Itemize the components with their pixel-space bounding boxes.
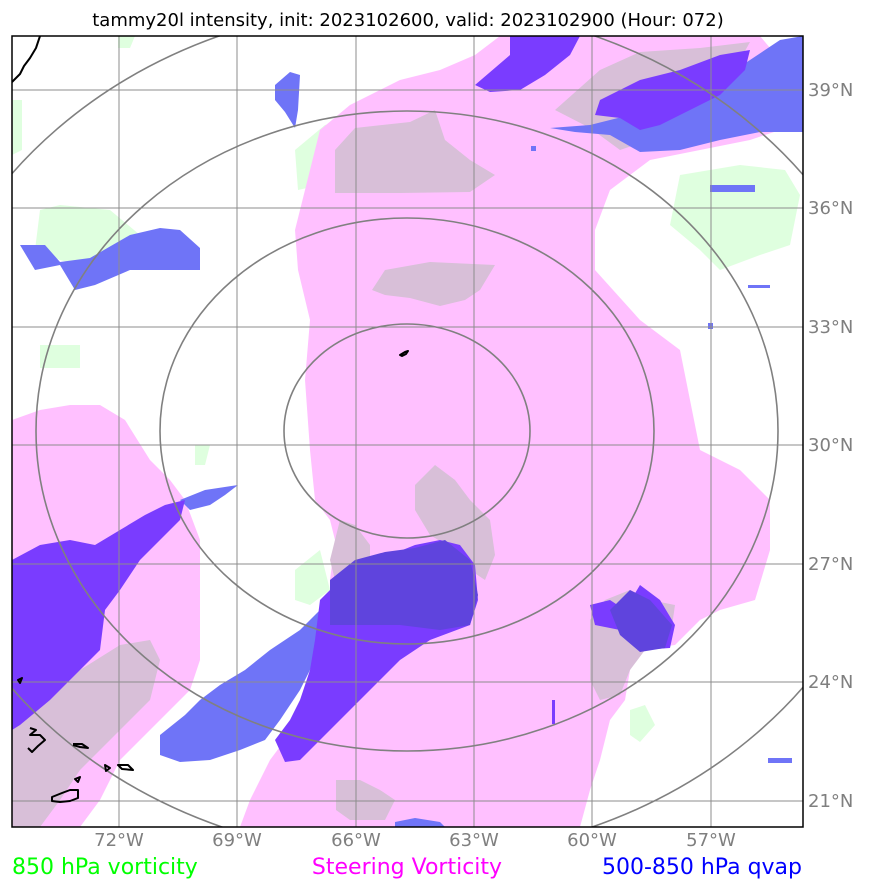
range-rings: [12, 36, 803, 827]
island-west: [27, 727, 46, 753]
vort850-patch: [630, 705, 655, 742]
qvap-patch: [610, 590, 672, 652]
lon-tick-labels: 72°W 69°W 66°W 63°W 60°W 57°W: [94, 830, 736, 851]
lat-tick-labels: 39°N 36°N 33°N 30°N 27°N 24°N 21°N: [808, 80, 853, 812]
qvap-patch: [768, 758, 792, 763]
overlap-patch: [336, 780, 395, 820]
lat-tick-label: 21°N: [808, 791, 853, 812]
overlap-patch: [335, 110, 495, 193]
coastline-northwest: [12, 36, 41, 83]
lon-tick-label: 60°W: [567, 830, 617, 851]
coastlines: [12, 36, 409, 803]
vort850-patch: [670, 165, 800, 270]
island-west: [72, 743, 89, 749]
map-frame: [11, 35, 804, 828]
legend-850-vorticity: 850 hPa vorticity: [12, 855, 198, 880]
range-ring-outer: [35, 110, 779, 752]
island-west: [51, 789, 79, 803]
legend-steering-vorticity: Steering Vorticity: [312, 855, 502, 880]
qvap-patch: [710, 185, 755, 192]
lat-tick-label: 33°N: [808, 317, 853, 338]
qvap-patch: [180, 485, 238, 510]
qvap-patch: [330, 540, 478, 630]
qvap-patch: [275, 72, 300, 128]
qvap-patch: [395, 818, 445, 827]
lon-tick-label: 63°W: [449, 830, 499, 851]
lon-tick-label: 66°W: [331, 830, 381, 851]
map-title: tammy20l intensity, init: 2023102600, va…: [92, 10, 724, 31]
lat-tick-label: 27°N: [808, 554, 853, 575]
vort850-patch: [12, 100, 22, 155]
qvap-patch: [20, 228, 200, 290]
lon-tick-label: 72°W: [94, 830, 144, 851]
map-plot-area: [12, 36, 803, 827]
lon-tick-label: 69°W: [212, 830, 262, 851]
range-ring-middle: [159, 217, 655, 645]
vort850-patch: [118, 36, 135, 48]
qvap-patch: [550, 36, 803, 152]
island-west: [117, 764, 134, 771]
qvap-patch: [748, 285, 770, 288]
overlap-patch: [372, 262, 495, 306]
lat-lon-grid: [12, 36, 803, 827]
vort850-patch: [40, 345, 80, 368]
overlap-patch: [415, 465, 495, 580]
overlap-patch: [12, 640, 160, 827]
island-west: [74, 776, 81, 783]
qvap-field: [12, 36, 803, 827]
qvap-patch: [552, 700, 555, 724]
qvap-patch: [12, 500, 185, 730]
island-west: [17, 677, 23, 684]
lat-tick-label: 24°N: [808, 672, 853, 693]
vort850-patch: [195, 445, 210, 465]
island-west: [104, 764, 111, 772]
qvap-patch: [160, 610, 330, 762]
qvap-patch: [475, 36, 580, 92]
range-ring-inner: [283, 323, 531, 539]
lat-tick-label: 39°N: [808, 80, 853, 101]
lat-tick-label: 36°N: [808, 198, 853, 219]
lon-tick-label: 57°W: [686, 830, 736, 851]
bermuda-island: [399, 350, 409, 357]
legend: 850 hPa vorticity Steering Vorticity 500…: [12, 855, 802, 880]
lat-tick-label: 30°N: [808, 435, 853, 456]
qvap-patch: [531, 146, 536, 151]
legend-qvap: 500-850 hPa qvap: [602, 855, 802, 880]
